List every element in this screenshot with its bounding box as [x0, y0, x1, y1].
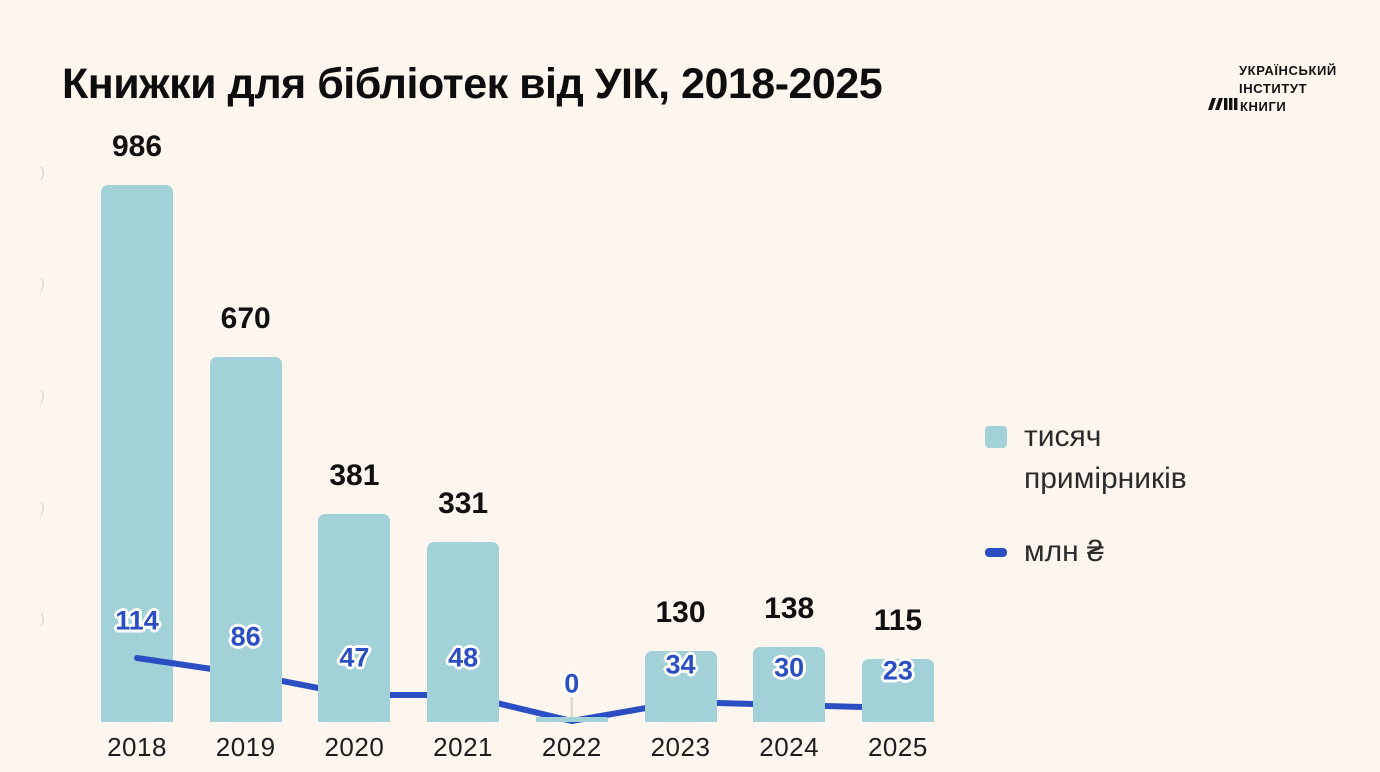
- bar-2023: [645, 651, 717, 722]
- x-axis-label-2019: 2019: [215, 732, 276, 762]
- y-tick-remnant: ): [40, 387, 45, 403]
- legend-item-bar-series: тисяч примірників: [985, 416, 1265, 500]
- legend-item-line-series: млн ₴: [985, 531, 1265, 573]
- line-value-label: 48: [448, 642, 479, 673]
- y-tick-remnant: ): [40, 499, 45, 515]
- uik-slashes-mark-icon: [1208, 97, 1238, 116]
- bar-2021: [427, 542, 499, 722]
- line-value-label: 23: [882, 655, 913, 686]
- logo-line-3-text: КНИГИ: [1240, 98, 1287, 114]
- bar-2024: [753, 647, 825, 722]
- chart-legend: тисяч примірників млн ₴: [985, 416, 1265, 573]
- x-axis-label-2021: 2021: [433, 732, 494, 762]
- logo-line-3: КНИГИ: [1208, 97, 1337, 116]
- bar-value-label: 986: [111, 130, 163, 163]
- line-series-swatch: [985, 548, 1007, 557]
- bar-series-label: тисяч примірників: [1024, 420, 1187, 495]
- page-title: Книжки для бібліотек від УІК, 2018-2025: [62, 60, 883, 108]
- y-tick-remnant: ): [40, 164, 45, 180]
- line-value-label: 0: [564, 668, 580, 699]
- line-value-label: 47: [339, 642, 370, 673]
- bar-value-label: 115: [873, 604, 923, 637]
- bar-2022: [536, 717, 608, 722]
- y-tick-remnant: ): [40, 610, 45, 626]
- line-series-label: млн ₴: [1024, 535, 1104, 568]
- line-value-label: 86: [230, 621, 261, 652]
- x-axis-label-2020: 2020: [324, 732, 385, 762]
- bar-2020: [318, 514, 390, 722]
- bar-value-label: 130: [655, 596, 706, 629]
- x-axis-label-2025: 2025: [867, 732, 928, 762]
- logo-line-2: ІНСТИТУТ: [1239, 80, 1308, 96]
- line-value-label: 114: [115, 605, 159, 636]
- bar-2018: [101, 185, 173, 722]
- line-value-label: 30: [774, 652, 805, 683]
- x-axis-label-2022: 2022: [541, 732, 602, 762]
- bar-series-swatch: [985, 426, 1007, 448]
- bar-value-label: 331: [438, 487, 489, 520]
- x-axis-label-2018: 2018: [107, 732, 167, 762]
- x-axis-label-2023: 2023: [650, 732, 711, 762]
- bar-2025: [862, 659, 934, 722]
- bar-2019: [210, 357, 282, 722]
- x-axis-label-2024: 2024: [759, 732, 820, 762]
- uik-logo: УКРАЇНСЬКИЙ ІНСТИТУТ КНИГИ: [1208, 62, 1337, 116]
- bar-value-label: 381: [329, 459, 380, 492]
- logo-line-1: УКРАЇНСЬКИЙ: [1239, 63, 1337, 78]
- bar-value-label: 138: [764, 592, 815, 625]
- line-value-label: 34: [665, 649, 696, 680]
- bar-value-label: 670: [220, 302, 271, 335]
- y-tick-remnant: ): [40, 275, 45, 291]
